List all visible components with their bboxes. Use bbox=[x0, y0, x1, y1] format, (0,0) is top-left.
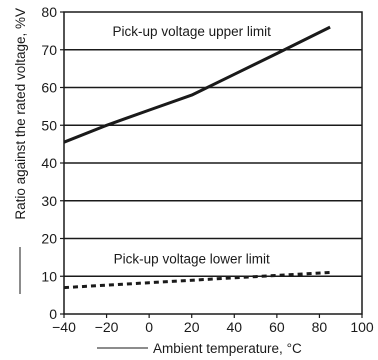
annotation-upper-limit: Pick-up voltage upper limit bbox=[113, 24, 272, 39]
y-tick-label: 10 bbox=[41, 268, 57, 284]
x-tick-label: 0 bbox=[145, 319, 153, 335]
grid-lines bbox=[64, 49, 362, 277]
y-tick-label: 80 bbox=[41, 4, 57, 20]
x-tick-label: 60 bbox=[269, 319, 285, 335]
x-tick-label: 80 bbox=[312, 319, 328, 335]
x-tick-label: 100 bbox=[350, 319, 374, 335]
series-line-lower-limit bbox=[63, 271, 331, 290]
x-tick-label: −40 bbox=[52, 319, 76, 335]
y-tick-label: 40 bbox=[41, 155, 57, 171]
series-group bbox=[63, 25, 331, 290]
annotation-lower-limit: Pick-up voltage lower limit bbox=[114, 251, 270, 266]
y-tick-label: 0 bbox=[49, 306, 57, 322]
x-tick-label: 20 bbox=[184, 319, 200, 335]
axis-ticks: 0 10 20 30 40 50 60 70 80 −40 −20 0 20 40 60 80 100 bbox=[41, 4, 373, 335]
y-tick-label: 20 bbox=[41, 231, 57, 247]
y-tick-label: 50 bbox=[41, 117, 57, 133]
x-tick-label: 40 bbox=[226, 319, 242, 335]
x-axis-title: Ambient temperature, °C bbox=[153, 341, 302, 356]
annotations: Pick-up voltage upper limit Pick-up volta… bbox=[113, 24, 272, 267]
y-tick-label: 60 bbox=[41, 80, 57, 96]
x-tick-label: −20 bbox=[95, 319, 119, 335]
series-line-upper-limit bbox=[63, 25, 331, 144]
y-tick-label: 30 bbox=[41, 193, 57, 209]
y-tick-label: 70 bbox=[41, 42, 57, 58]
y-axis-title: Ratio against the rated voltage, %V bbox=[13, 8, 28, 220]
